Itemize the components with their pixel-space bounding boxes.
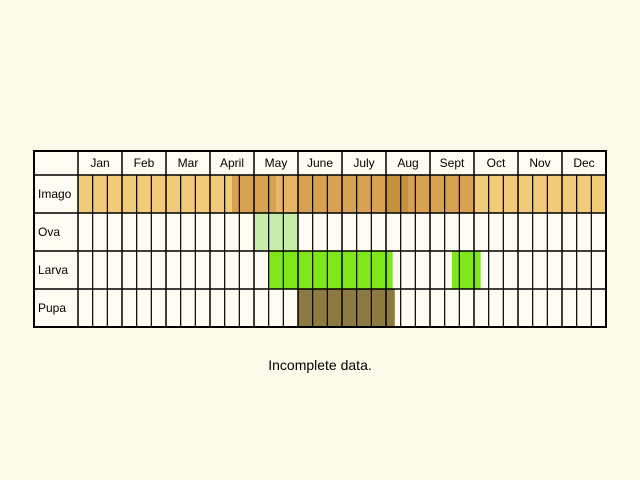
month-label-dec: Dec: [573, 156, 594, 170]
month-label-jan: Jan: [90, 156, 109, 170]
row-label-pupa: Pupa: [38, 301, 66, 315]
bar-larva-1: [452, 251, 481, 289]
bar-pupa-0: [298, 289, 395, 327]
month-label-may: May: [265, 156, 288, 170]
month-label-aug: Aug: [397, 156, 418, 170]
bar-ova-0: [254, 213, 298, 251]
bar-imago-0: [78, 175, 232, 213]
month-label-sept: Sept: [440, 156, 465, 170]
row-label-imago: Imago: [38, 187, 72, 201]
month-label-july: July: [353, 156, 374, 170]
bar-imago-2: [276, 175, 298, 213]
month-label-nov: Nov: [529, 156, 550, 170]
month-label-june: June: [307, 156, 333, 170]
month-label-oct: Oct: [487, 156, 506, 170]
month-label-feb: Feb: [134, 156, 155, 170]
row-label-ova: Ova: [38, 225, 60, 239]
bar-imago-4: [386, 175, 408, 213]
month-label-mar: Mar: [178, 156, 199, 170]
table-border: [33, 150, 607, 328]
bar-imago-6: [474, 175, 606, 213]
bar-imago-5: [408, 175, 474, 213]
row-label-larva: Larva: [38, 263, 68, 277]
footnote-text: Incomplete data.: [268, 357, 372, 373]
month-label-april: April: [220, 156, 244, 170]
bar-larva-0: [268, 251, 393, 289]
